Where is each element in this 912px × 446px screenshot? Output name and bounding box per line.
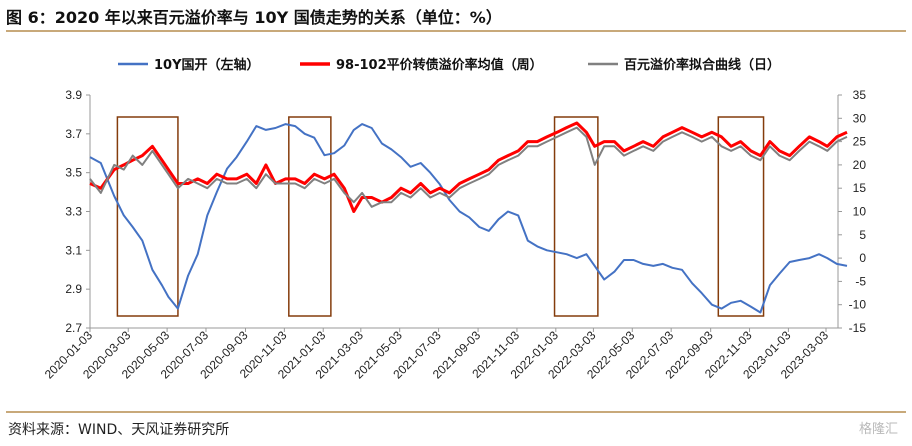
x-axis-ticks: 2020-01-032020-03-032020-05-032020-07-03… [42,328,832,382]
series-line-bond [89,123,848,314]
highlight-box [116,116,179,317]
series-line-premium-fit [89,126,848,208]
legend-label-premium-fit: 百元溢价率拟合曲线（日） [624,57,780,73]
series-lines [89,121,848,314]
title-divider [6,30,906,32]
left-tick-label: 3.3 [65,205,82,219]
right-tick-label: -15 [849,321,867,335]
left-tick-label: 2.7 [65,321,82,335]
right-tick-label: -5 [855,274,866,288]
left-tick-label: 2.9 [65,282,82,296]
right-axis-ticks: -15 -10 -5 0 5 10 15 20 25 30 35 [838,88,866,335]
line-chart: 10Y国开（左轴） 98-102平价转债溢价率均值（周） 百元溢价率拟合曲线（日… [42,57,867,382]
right-tick-label: 5 [859,228,866,242]
source-note: 资料来源：WIND、天风证券研究所 [8,422,230,438]
legend-label-bond: 10Y国开（左轴） [154,57,260,73]
legend: 10Y国开（左轴） 98-102平价转债溢价率均值（周） 百元溢价率拟合曲线（日… [118,57,780,73]
right-tick-label: 20 [853,158,867,172]
highlight-boxes [116,116,765,317]
legend-label-premium-weekly: 98-102平价转债溢价率均值（周） [336,57,543,73]
right-tick-label: 0 [859,251,866,265]
left-axis-ticks: 2.7 2.9 3.1 3.3 3.5 3.7 3.9 [65,88,90,335]
right-tick-label: 10 [853,205,867,219]
left-tick-label: 3.7 [65,127,82,141]
left-tick-label: 3.1 [65,243,82,257]
footer-divider [6,411,906,413]
left-tick-label: 3.5 [65,166,82,180]
highlight-box [553,116,599,317]
right-tick-label: 15 [853,181,867,195]
right-tick-label: 25 [853,135,867,149]
highlight-box [717,116,765,317]
chart-title: 图 6：2020 年以来百元溢价率与 10Y 国债走势的关系（单位：%） [6,8,502,27]
series-line-premium-weekly [89,121,848,213]
right-tick-label: -10 [849,298,867,312]
right-tick-label: 35 [853,88,867,102]
highlight-box [288,116,332,317]
watermark-logo: 格隆汇 [858,422,898,437]
right-tick-label: 30 [853,111,867,125]
left-tick-label: 3.9 [65,88,82,102]
